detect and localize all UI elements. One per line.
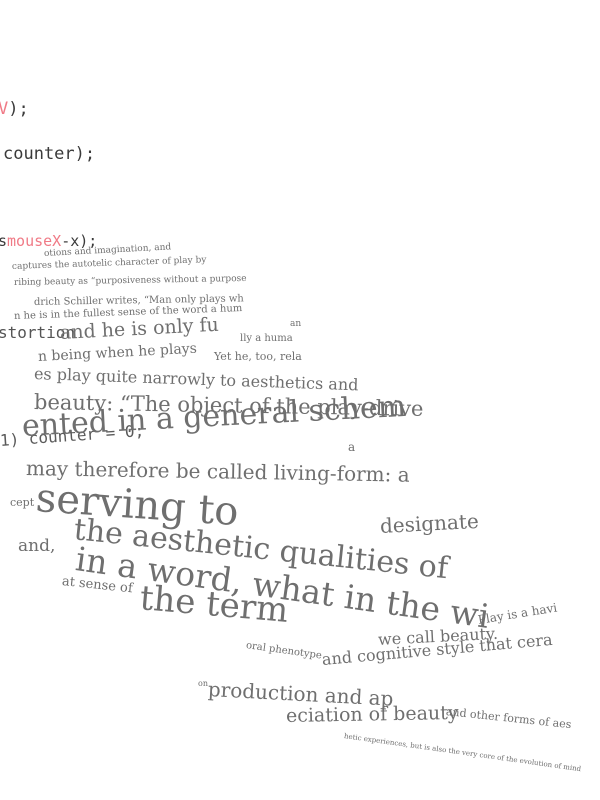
code-line: V); — [0, 101, 29, 118]
poem-text: ribing beauty as “purposiveness without … — [13, 273, 247, 288]
poem-text: oral phenotype — [245, 640, 323, 662]
poem-text: and other forms of aes — [445, 705, 573, 732]
poem-text: cept — [10, 496, 35, 509]
code-line: counter); — [3, 144, 96, 164]
poem-text: the term — [138, 578, 290, 631]
poem-text: Yet he, too, rela — [214, 350, 302, 363]
code-text: -x); — [61, 232, 98, 250]
code-text: s — [0, 232, 8, 250]
poem-text: es play quite narrowly to aesthetics and — [33, 364, 359, 395]
poem-text: hetic experiences, but is also the very … — [343, 732, 582, 774]
poem-text: an — [290, 319, 302, 329]
poem-text: captures the autotelic character of play… — [11, 255, 207, 272]
poem-text: stortion — [0, 323, 76, 342]
poem-text: eciation of beauty — [285, 701, 459, 727]
code-line: smouseX-x); — [0, 234, 97, 249]
code-text: ); — [8, 99, 29, 119]
poem-text: a — [348, 440, 356, 454]
code-accent-text: V — [0, 99, 9, 119]
poem-text: n being when he plays — [37, 340, 198, 365]
poem-text: designate — [379, 508, 480, 538]
code-accent-text: mouseX — [7, 232, 62, 250]
poem-text: and, — [18, 536, 56, 556]
poem-text: on — [198, 679, 208, 688]
poem-text: and he is only fu — [59, 313, 220, 344]
poem-text: lly a huma — [240, 333, 293, 344]
